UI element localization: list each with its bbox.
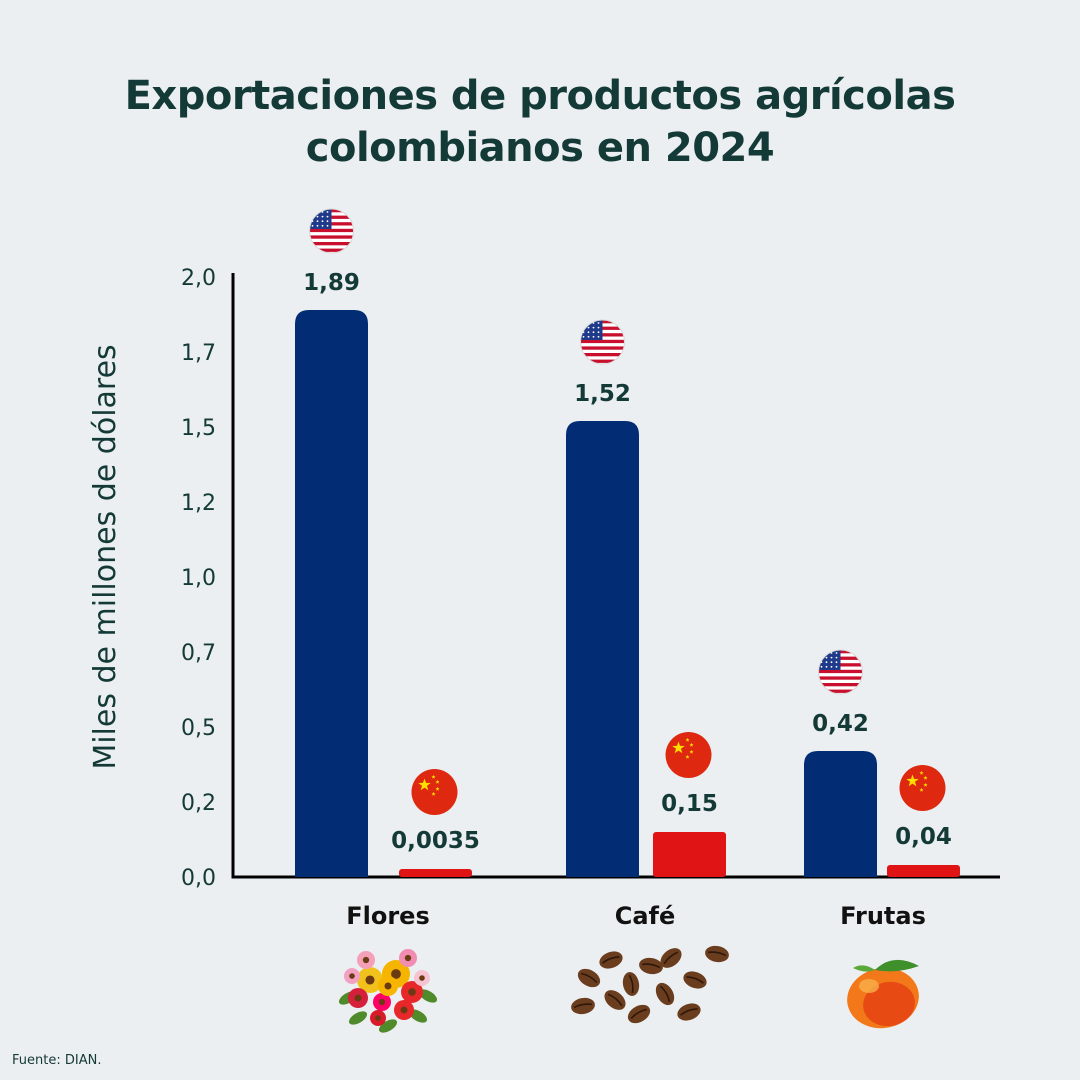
y-tick-label: 0,2: [181, 791, 216, 816]
x-category-label: Flores: [346, 902, 430, 930]
y-axis-title: Miles de millones de dólares: [88, 344, 123, 769]
y-tick-label: 1,2: [181, 491, 216, 516]
bar-usa-1: [566, 421, 639, 877]
usa-flag-icon: [309, 208, 354, 254]
y-tick-label: 0,0: [181, 866, 216, 891]
y-tick-label: 1,7: [181, 341, 216, 366]
mango-icon: [847, 959, 919, 1029]
y-tick-label: 1,5: [181, 416, 216, 441]
chart-title: Exportaciones de productos agrícolas col…: [0, 70, 1080, 174]
data-label-china: 0,04: [895, 824, 952, 850]
x-category-label: Café: [615, 902, 676, 930]
data-label-usa: 1,52: [574, 381, 631, 407]
bar-usa-2: [804, 751, 877, 877]
bar-china-0: [399, 869, 472, 877]
flower-bouquet-icon: [338, 949, 438, 1033]
data-label-usa: 1,89: [303, 270, 360, 296]
coffee-beans-icon: [571, 945, 729, 1024]
bar-china-1: [653, 832, 726, 877]
title-line-1: Exportaciones de productos agrícolas: [124, 73, 956, 119]
title-line-2: colombianos en 2024: [305, 125, 775, 171]
bar-china-2: [887, 865, 960, 877]
china-flag-icon: [411, 769, 458, 815]
usa-flag-icon: [580, 319, 625, 365]
data-label-usa: 0,42: [812, 711, 869, 737]
y-tick-label: 0,5: [181, 716, 216, 741]
y-tick-label: 2,0: [181, 266, 216, 291]
china-flag-icon: [665, 732, 712, 778]
y-tick-label: 1,0: [181, 566, 216, 591]
data-label-china: 0,0035: [391, 828, 480, 854]
usa-flag-icon: [818, 649, 863, 695]
data-label-china: 0,15: [661, 791, 718, 817]
china-flag-icon: [899, 765, 946, 811]
source-note: Fuente: DIAN.: [12, 1053, 102, 1068]
x-category-label: Frutas: [840, 902, 926, 930]
bar-usa-0: [295, 310, 368, 877]
y-tick-label: 0,7: [181, 641, 216, 666]
